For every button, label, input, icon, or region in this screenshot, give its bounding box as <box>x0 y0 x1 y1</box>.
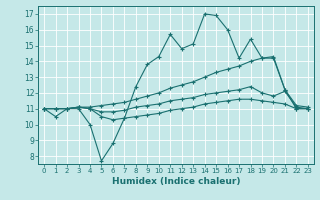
X-axis label: Humidex (Indice chaleur): Humidex (Indice chaleur) <box>112 177 240 186</box>
